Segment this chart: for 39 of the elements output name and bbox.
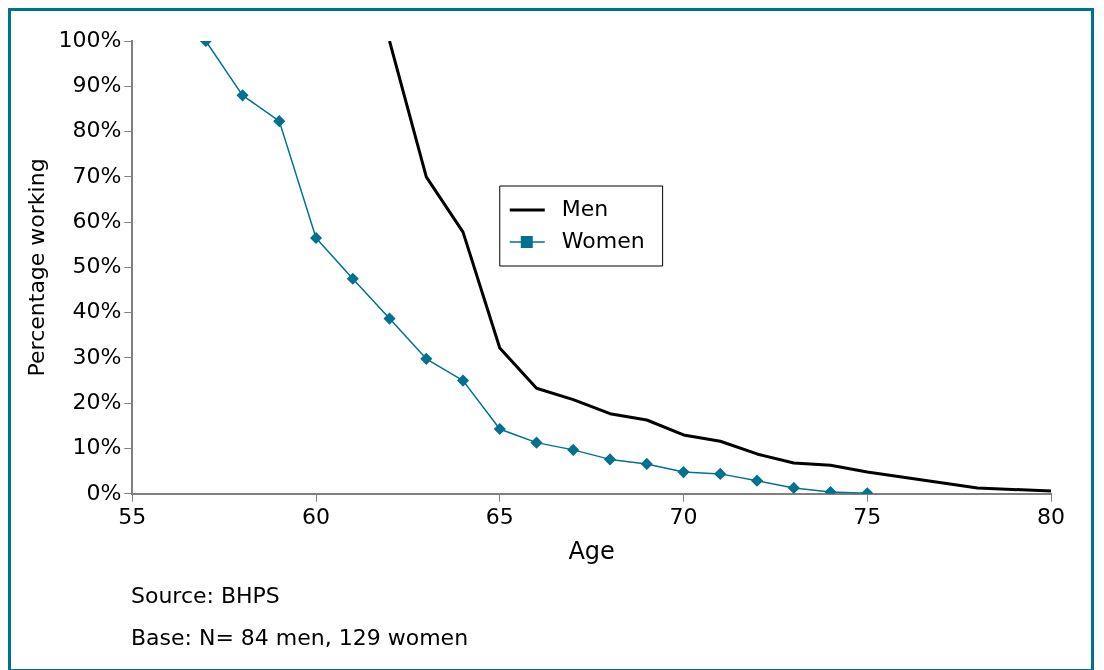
y-tick-label: 80% xyxy=(72,117,122,143)
x-tick-label: 60 xyxy=(302,503,331,529)
y-tick-label: 70% xyxy=(72,162,122,188)
point xyxy=(236,89,249,102)
point xyxy=(494,423,506,435)
point xyxy=(714,468,727,480)
y-tick-label: 60% xyxy=(72,207,122,233)
y-tick-label: 90% xyxy=(72,72,122,97)
x-tick-label: 75 xyxy=(853,503,882,529)
point xyxy=(751,474,763,487)
y-tick-label: 30% xyxy=(72,343,122,369)
x-tick-label: 65 xyxy=(485,503,514,529)
source-note: Source: BHPS xyxy=(131,582,281,610)
x-axis-title: Age xyxy=(568,536,615,565)
point xyxy=(273,115,286,127)
y-tick-label: 100% xyxy=(58,26,122,52)
y-tick-label: 20% xyxy=(72,388,122,414)
point xyxy=(383,312,396,325)
x-tick-label: 70 xyxy=(669,503,698,529)
y-tick-label: 0% xyxy=(86,479,122,505)
y-axis-title: Percentage working xyxy=(23,158,49,377)
point xyxy=(530,436,543,449)
legend-label: Women xyxy=(561,227,645,253)
x-tick-label: 80 xyxy=(1037,503,1065,529)
point xyxy=(457,374,469,387)
point xyxy=(347,272,359,285)
y-tick-label: 10% xyxy=(72,434,122,460)
point xyxy=(641,458,653,470)
y-tick-label: 40% xyxy=(72,298,122,324)
y-tick-label: 50% xyxy=(72,253,122,279)
legend-label: Men xyxy=(561,195,609,221)
point xyxy=(420,353,433,365)
point xyxy=(788,482,800,494)
point xyxy=(604,453,616,466)
point xyxy=(310,232,322,244)
text: Base: N= 84 men, 129 women xyxy=(131,624,470,652)
point xyxy=(567,444,580,456)
x-tick-label: 55 xyxy=(118,503,147,529)
point xyxy=(677,466,690,478)
